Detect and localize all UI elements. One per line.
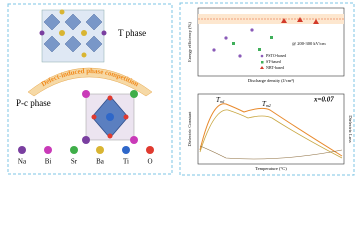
graphical-abstract: T phase Defect-induced phase competition… <box>7 2 355 176</box>
element-legend: Na Bi Sr Ba Ti O <box>18 146 154 166</box>
x-axis-label: Temperature (°C) <box>255 166 287 171</box>
t-phase-label: T phase <box>118 28 146 38</box>
peak-label: Tm2 <box>262 100 271 108</box>
legend-label: Na <box>18 158 27 166</box>
top-plot: Energy efficiency (%) Discharge density … <box>187 7 345 83</box>
annotation: x=0.07 <box>313 96 334 104</box>
peak-t: T <box>216 96 221 104</box>
bottom-plot: x=0.07 Tm1 Tm2 Dielectric Constant Diele… <box>187 93 353 171</box>
legend-label: O <box>147 158 152 166</box>
y-axis-label: Dielectric Constant <box>187 111 192 147</box>
y2-axis-label: Dielectric Loss <box>348 115 353 143</box>
plot-note: @ 200-300 kV/cm <box>292 41 326 46</box>
t-phase-structure <box>39 9 107 63</box>
y-axis-label: Energy efficiency (%) <box>187 22 192 62</box>
plot-legend: PSTO-based <box>266 53 286 58</box>
plot-legend: NBT-based <box>266 65 284 70</box>
plot-legend: ST-based <box>266 59 281 64</box>
peak-sub: m1 <box>220 99 225 104</box>
peak-label: Tm1 <box>216 96 225 104</box>
pc-phase-structure <box>82 90 138 144</box>
peak-sub: m2 <box>266 103 271 108</box>
x-axis-label: Discharge density (J/cm³) <box>248 78 295 83</box>
legend-label: Ti <box>123 158 129 166</box>
legend-label: Sr <box>71 158 78 166</box>
pc-phase-label: P-c phase <box>16 98 51 108</box>
left-frame <box>7 3 173 175</box>
right-frame <box>179 2 355 176</box>
legend-label: Bi <box>45 158 52 166</box>
peak-t: T <box>262 100 267 108</box>
legend-label: Ba <box>96 158 105 166</box>
phase-arc <box>27 67 153 97</box>
